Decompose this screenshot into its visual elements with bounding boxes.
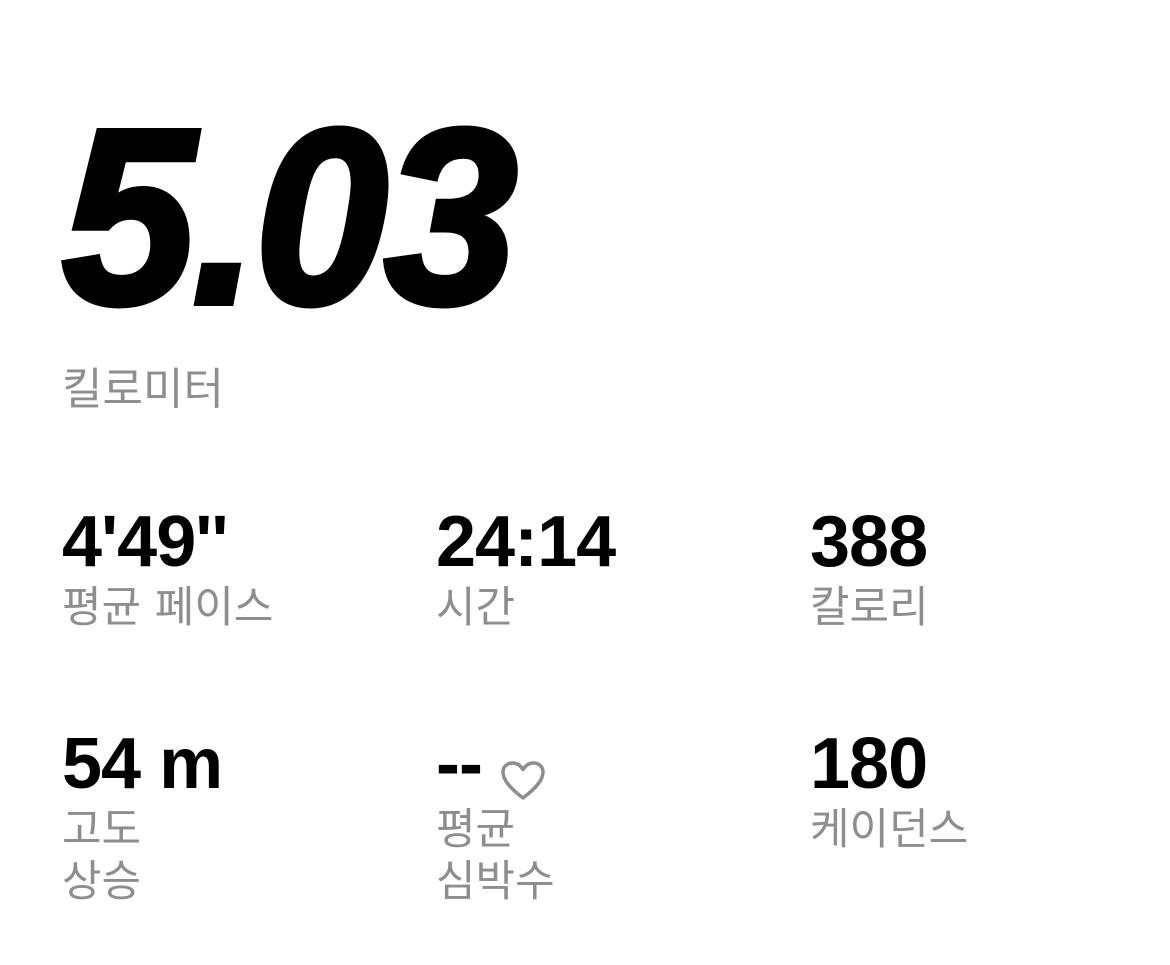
average-pace-label: 평균 페이스 [62,582,402,634]
stat-time: 24:14 시간 [436,504,776,634]
distance-unit-label: 킬로미터 [62,362,224,418]
stat-cadence: 180 케이던스 [810,726,1150,856]
average-heart-rate-value: -- [436,726,482,802]
time-label: 시간 [436,582,776,634]
time-value: 24:14 [436,504,776,580]
calories-value: 388 [810,504,1150,580]
average-heart-rate-label-line1: 평균 [436,804,776,856]
elevation-gain-value: 54 m [62,726,402,802]
stat-calories: 388 칼로리 [810,504,1150,634]
average-heart-rate-label: 평균 심박수 [436,804,776,908]
cadence-label: 케이던스 [810,804,1150,856]
distance-value: 5.03 [62,92,514,342]
elevation-gain-label-line2: 상승 [62,856,402,908]
stat-average-heart-rate: -- 평균 심박수 [436,726,776,908]
calories-label: 칼로리 [810,582,1150,634]
heart-outline-icon[interactable] [500,740,546,782]
average-heart-rate-label-line2: 심박수 [436,856,776,908]
average-heart-rate-row: -- [436,726,776,802]
stat-average-pace: 4'49'' 평균 페이스 [62,504,402,634]
stat-elevation-gain: 54 m 고도 상승 [62,726,402,908]
cadence-value: 180 [810,726,1150,802]
average-pace-value: 4'49'' [62,504,402,580]
elevation-gain-label-line1: 고도 [62,804,402,856]
elevation-gain-label: 고도 상승 [62,804,402,908]
